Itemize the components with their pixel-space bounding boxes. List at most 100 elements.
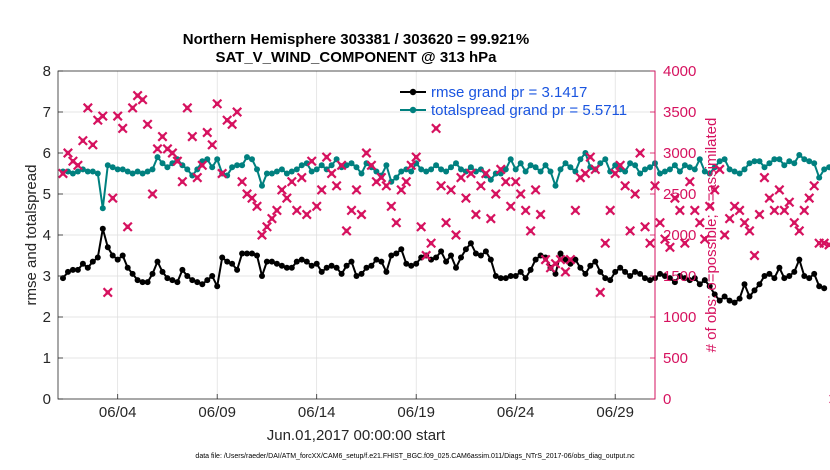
- totalspread-point-17: [144, 168, 151, 175]
- rmse-point-12: [119, 252, 126, 259]
- rmse-point-77: [443, 258, 450, 265]
- totalspread-point-5: [84, 168, 91, 175]
- rmse-point-19: [154, 258, 161, 265]
- assimilated-obs-marker-148: [794, 225, 805, 236]
- rmse-point-18: [149, 270, 156, 277]
- rmse-point-41: [263, 258, 270, 265]
- assimilated-obs-marker-103: [570, 205, 581, 216]
- totalspread-point-138: [746, 160, 753, 167]
- totalspread-point-95: [532, 164, 539, 171]
- totalspread-point-14: [129, 170, 136, 177]
- totalspread-point-126: [686, 164, 693, 171]
- assimilated-obs-marker-97: [540, 254, 551, 265]
- assimilated-obs-marker-137: [739, 217, 750, 228]
- rmse-point-109: [602, 275, 609, 282]
- assimilated-obs-marker-109: [600, 238, 611, 249]
- assimilated-obs-marker-134: [724, 213, 735, 224]
- right-y-tick-label-6: 3000: [663, 145, 696, 162]
- rmse-point-132: [716, 297, 723, 304]
- rmse-point-127: [691, 275, 698, 282]
- rmse-point-14: [129, 270, 136, 277]
- rmse-point-65: [383, 268, 390, 275]
- rmse-point-103: [572, 256, 579, 263]
- assimilated-obs-marker-67: [391, 217, 402, 228]
- totalspread-point-123: [671, 162, 678, 169]
- grid-lines: [58, 71, 655, 399]
- assimilated-obs-marker-118: [645, 238, 656, 249]
- totalspread-point-40: [259, 182, 265, 189]
- right-y-axis-label: # of obs: o=possible; ×=assimilated: [703, 118, 720, 353]
- assimilated-obs-marker-6: [87, 139, 98, 150]
- rmse-point-63: [373, 256, 380, 263]
- rmse-point-45: [283, 264, 290, 271]
- rmse-point-112: [617, 264, 624, 271]
- assimilated-obs-marker-93: [520, 205, 531, 216]
- assimilated-obs-marker-36: [237, 176, 248, 187]
- rmse-point-50: [308, 262, 315, 269]
- x-tick-label-0: 06/04: [99, 404, 137, 421]
- totalspread-point-146: [786, 158, 793, 165]
- totalspread-point-151: [811, 160, 818, 167]
- right-y-axis-ticks: 0 500 1000 1500 2000 2500 3000 3500 4000: [650, 63, 696, 408]
- rmse-point-144: [776, 264, 783, 271]
- totalspread-point-136: [736, 170, 743, 177]
- rmse-point-147: [791, 268, 798, 275]
- totalspread-point-116: [637, 170, 644, 177]
- right-y-tick-label-4: 2000: [663, 227, 696, 244]
- totalspread-point-34: [229, 164, 236, 171]
- assimilated-obs-marker-89: [500, 176, 511, 187]
- assimilated-obs-marker-143: [769, 205, 780, 216]
- rmse-point-26: [189, 277, 196, 284]
- rmse-point-69: [403, 260, 410, 267]
- assimilated-obs-marker-133: [719, 230, 730, 240]
- rmse-point-48: [298, 256, 305, 263]
- totalspread-point-80: [458, 166, 464, 173]
- assimilated-obs-marker-54: [326, 168, 337, 179]
- assimilated-obs-marker-19: [152, 143, 163, 154]
- rmse-point-93: [522, 275, 529, 282]
- assimilated-obs-marker-40: [256, 230, 267, 240]
- totalspread-point-115: [632, 162, 639, 169]
- totalspread-point-16: [139, 170, 146, 177]
- rmse-point-150: [806, 275, 813, 282]
- assimilated-obs-marker-128: [694, 217, 705, 228]
- rmse-point-39: [254, 252, 260, 259]
- rmse-point-136: [736, 295, 743, 302]
- rmse-point-117: [642, 275, 648, 282]
- rmse-point-40: [259, 273, 265, 279]
- rmse-point-90: [507, 273, 514, 279]
- assimilated-obs-marker-91: [510, 176, 521, 187]
- data-file-footnote: data file: /Users/raeder/DAI/ATM_forcXX/…: [195, 453, 635, 460]
- totalspread-point-150: [806, 158, 813, 165]
- rmse-point-76: [438, 248, 445, 255]
- left-y-tick-label-3: 3: [43, 268, 51, 285]
- assimilated-obs-marker-72: [416, 221, 427, 232]
- assimilated-obs-marker-88: [495, 164, 506, 175]
- totalspread-point-109: [602, 156, 609, 163]
- totalspread-point-74: [428, 166, 435, 173]
- totalspread-point-141: [761, 164, 768, 171]
- assimilated-obs-marker-82: [465, 168, 476, 179]
- totalspread-point-10: [109, 164, 116, 171]
- totalspread-point-153: [821, 166, 828, 173]
- totalspread-point-102: [567, 164, 574, 171]
- totalspread-point-139: [751, 158, 758, 165]
- totalspread-point-152: [816, 174, 823, 181]
- rmse-point-43: [273, 260, 280, 267]
- assimilated-obs-marker-100: [555, 254, 566, 265]
- totalspread-point-78: [448, 164, 454, 171]
- rmse-point-16: [139, 279, 146, 286]
- assimilated-obs-marker-127: [689, 205, 700, 216]
- rmse-point-78: [448, 252, 454, 259]
- assimilated-obs-marker-108: [595, 287, 606, 298]
- assimilated-obs-marker-38: [247, 193, 258, 204]
- assimilated-obs-marker-96: [535, 209, 546, 220]
- assimilated-obs-marker-87: [490, 189, 501, 199]
- rmse-point-9: [104, 244, 111, 251]
- assimilated-obs-marker-1: [62, 148, 73, 158]
- assimilated-obs-marker-14: [127, 102, 138, 113]
- totalspread-point-96: [537, 168, 544, 175]
- totalspread-point-124: [676, 168, 683, 175]
- totalspread-point-43: [273, 168, 280, 175]
- totalspread-point-73: [423, 168, 430, 175]
